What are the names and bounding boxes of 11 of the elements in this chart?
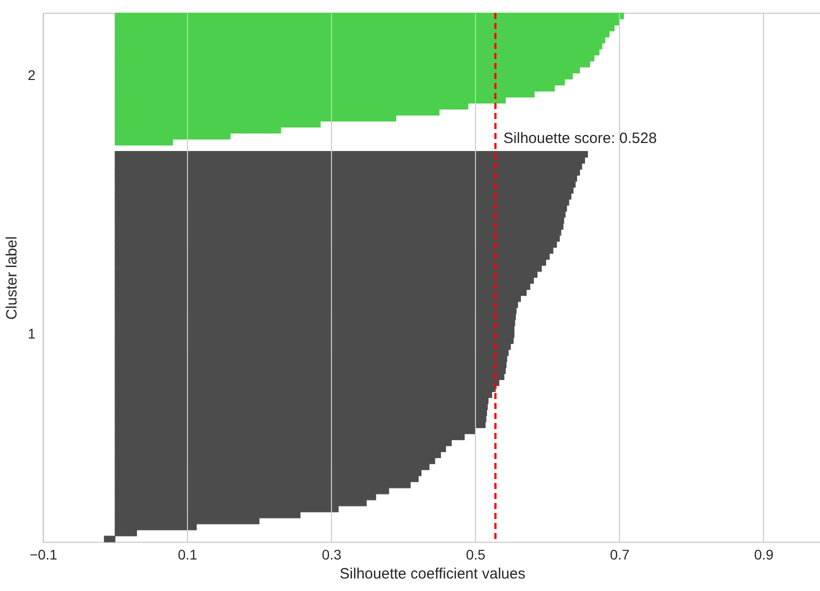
ref-line-label: Silhouette score: 0.528 xyxy=(503,130,657,147)
x-tick-label: 0.3 xyxy=(322,546,342,562)
x-tick-label: 0.7 xyxy=(610,546,630,562)
x-tick-label: 0.1 xyxy=(178,546,198,562)
x-tick-label: 0.5 xyxy=(466,546,486,562)
x-tick-label: 0.9 xyxy=(754,546,774,562)
y-tick-label: 2 xyxy=(28,67,36,84)
x-tick-label: −0.1 xyxy=(30,546,58,562)
y-axis-title: Cluster label xyxy=(4,236,21,320)
y-tick-label: 1 xyxy=(28,326,36,342)
x-axis-title: Silhouette coefficient values xyxy=(340,566,526,582)
